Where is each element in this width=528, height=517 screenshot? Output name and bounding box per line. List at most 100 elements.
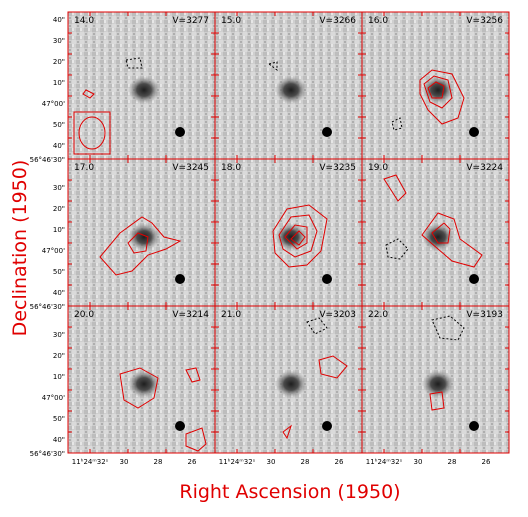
optical-galaxy — [128, 223, 160, 251]
x-tick-label: 11ʰ24ᵐ32ˢ — [219, 458, 256, 466]
channel-panel: 20.0 V=3214 — [67, 305, 216, 454]
velocity-label: V=3203 — [319, 310, 356, 320]
contour — [427, 81, 445, 99]
contour — [82, 89, 95, 99]
y-tick-label: 30" — [53, 331, 65, 339]
x-tick-label: 28 — [301, 458, 310, 466]
y-axis-title: Declination (1950) — [9, 160, 31, 337]
contour — [119, 367, 159, 409]
channel-panel: 14.0 V=3277 — [67, 11, 216, 160]
field-star — [469, 127, 479, 137]
velocity-label: V=3214 — [172, 310, 209, 320]
velocity-label: V=3245 — [172, 163, 209, 173]
x-tick-label: 26 — [188, 458, 197, 466]
field-star — [322, 421, 332, 431]
velocity-label: V=3193 — [466, 310, 503, 320]
y-origin-label: 56°46'30" — [30, 450, 65, 458]
channel-label: 19.0 — [368, 163, 388, 173]
x-tick-label: 11ʰ24ᵐ32ˢ — [366, 458, 403, 466]
negative-contour — [125, 57, 143, 69]
contour — [429, 391, 445, 411]
negative-contour — [267, 61, 278, 71]
channel-panel: 18.0 V=3235 — [214, 158, 363, 307]
y-tick-label: 50" — [53, 268, 65, 276]
contour — [272, 204, 328, 268]
contour — [278, 214, 318, 258]
channel-label: 14.0 — [74, 16, 94, 26]
y-tick-label: 50" — [53, 121, 65, 129]
contour — [318, 355, 348, 379]
contour — [185, 367, 201, 383]
velocity-label: V=3224 — [466, 163, 503, 173]
x-tick-label: 26 — [335, 458, 344, 466]
x-tick-label: 26 — [482, 458, 491, 466]
channel-label: 21.0 — [221, 310, 241, 320]
optical-galaxy — [422, 76, 454, 104]
optical-galaxy — [128, 370, 160, 398]
y-tick-label: 47°00' — [42, 394, 65, 402]
y-origin-label: 56°46'30" — [30, 156, 65, 164]
channel-label: 20.0 — [74, 310, 94, 320]
channel-panel: 19.0 V=3224 — [361, 158, 510, 307]
y-tick-label: 40" — [53, 142, 65, 150]
y-tick-label: 40" — [53, 436, 65, 444]
optical-galaxy — [422, 370, 454, 398]
contour — [284, 224, 308, 250]
channel-panel: 16.0 V=3256 — [361, 11, 510, 160]
channel-label: 17.0 — [74, 163, 94, 173]
contour — [99, 216, 182, 276]
velocity-label: V=3266 — [319, 16, 356, 26]
x-tick-label: 28 — [448, 458, 457, 466]
contour — [185, 427, 207, 452]
negative-contour — [391, 117, 403, 131]
y-tick-label: 20" — [53, 205, 65, 213]
field-star — [469, 274, 479, 284]
channel-panel: 22.0 V=3193 — [361, 305, 510, 454]
optical-galaxy — [275, 223, 307, 251]
field-star — [175, 127, 185, 137]
contour — [431, 222, 451, 244]
x-tick-label: 30 — [267, 458, 276, 466]
negative-contour — [306, 317, 328, 335]
channel-label: 22.0 — [368, 310, 388, 320]
contour — [383, 174, 407, 202]
y-tick-label: 30" — [53, 184, 65, 192]
x-axis-title: Right Ascension (1950) — [179, 481, 400, 503]
contour — [423, 75, 453, 109]
channel-panel: 21.0 V=3203 — [214, 305, 363, 454]
x-tick-label: 28 — [154, 458, 163, 466]
field-star — [322, 274, 332, 284]
y-tick-label: 20" — [53, 58, 65, 66]
field-star — [175, 274, 185, 284]
beam-box — [73, 111, 111, 155]
channel-panels: 14.0 V=3277 40" 30" 20" 10" 47°00' 50" 40" 56°46'… — [30, 11, 510, 466]
x-tick-label: 11ʰ24ᵐ32ˢ — [72, 458, 109, 466]
y-tick-label: 50" — [53, 415, 65, 423]
y-tick-label: 47°00' — [42, 100, 65, 108]
channel-label: 16.0 — [368, 16, 388, 26]
velocity-label: V=3256 — [466, 16, 503, 26]
optical-galaxy — [422, 223, 454, 251]
optical-galaxy — [275, 370, 307, 398]
contour — [290, 230, 306, 246]
contour — [282, 424, 292, 440]
channel-label: 15.0 — [221, 16, 241, 26]
y-tick-label: 10" — [53, 79, 65, 87]
field-star — [322, 127, 332, 137]
y-tick-label: 20" — [53, 352, 65, 360]
channel-panel: 17.0 V=3245 — [67, 158, 216, 307]
y-tick-label: 40" — [53, 289, 65, 297]
contour — [127, 232, 149, 254]
contour — [419, 69, 465, 125]
y-tick-label: 40" — [53, 16, 65, 24]
channel-label: 18.0 — [221, 163, 241, 173]
panel-frame — [361, 305, 510, 454]
optical-galaxy — [128, 76, 160, 104]
y-tick-label: 10" — [53, 373, 65, 381]
y-tick-label: 10" — [53, 226, 65, 234]
field-star — [469, 421, 479, 431]
optical-galaxy — [275, 76, 307, 104]
y-tick-label: 30" — [53, 37, 65, 45]
beam-ellipse — [78, 116, 106, 150]
